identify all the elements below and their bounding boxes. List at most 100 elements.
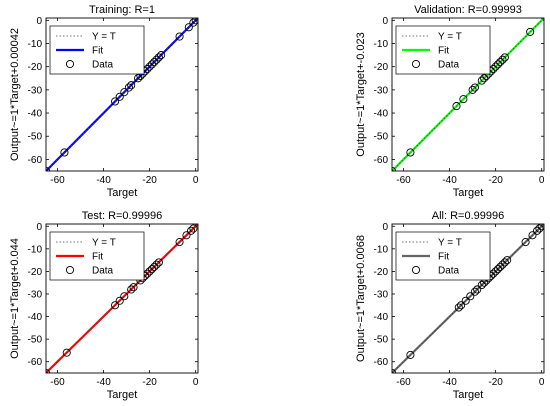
regression-panel-2: Validation: R=0.99993 -60 -40 -20 0 -60 -50 -40… [355, 4, 545, 199]
y-tick-label: -50 [374, 132, 389, 143]
data-point [145, 267, 154, 276]
data-point [466, 292, 475, 301]
data-point [461, 296, 470, 305]
data-point [498, 55, 507, 64]
data-point [62, 348, 71, 357]
legend-entry-identity: Y = T [438, 238, 462, 249]
plot-content [392, 224, 544, 373]
data-point [189, 224, 198, 233]
data-point [470, 287, 479, 296]
data-point [150, 57, 159, 67]
y-tick-label: -40 [28, 109, 43, 120]
x-tick-label: 0 [193, 175, 199, 186]
data-point [145, 62, 154, 71]
y-tick-label: -50 [374, 335, 389, 346]
data-point [152, 55, 161, 64]
data-point [406, 350, 415, 359]
legend-entry-fit: Fit [92, 46, 103, 57]
data-point [134, 74, 143, 83]
data-point [147, 265, 156, 274]
data-point [535, 224, 544, 233]
plot-content [392, 18, 544, 171]
y-tick-label: -10 [28, 39, 43, 50]
y-axis-label: Output~=1*Target+0.044 [9, 238, 21, 359]
data-point [493, 60, 502, 69]
regression-panel-3: Test: R=0.99996 -60 -40 -20 0 -60 -50 -40 -30 -20… [9, 210, 199, 401]
legend-entry-fit: Fit [92, 252, 103, 263]
data-point [452, 102, 461, 111]
x-tick-label: -60 [396, 377, 411, 388]
data-point [175, 32, 184, 41]
data-point [154, 53, 163, 62]
data-point [189, 18, 198, 27]
data-point [124, 83, 133, 92]
chart-title: All: R=0.99996 [432, 210, 504, 222]
data-point [175, 238, 184, 247]
data-point [184, 23, 193, 32]
data-point [406, 148, 415, 157]
data-point [493, 265, 502, 274]
y-axis-label: Output~=1*Target+0.00042 [9, 28, 21, 161]
legend: Y = T Fit Data [49, 231, 145, 281]
data-point [191, 18, 198, 25]
identity-line [392, 224, 544, 373]
x-tick-label: 0 [539, 175, 545, 186]
x-tick-label: 0 [193, 377, 199, 388]
x-tick-label: -40 [442, 377, 457, 388]
data-point [496, 262, 505, 271]
data-point [129, 283, 138, 292]
y-tick-label: -10 [374, 39, 389, 50]
y-axis-label: Output~=1*Target+0.0068 [355, 235, 367, 362]
identity-line [46, 224, 198, 373]
x-tick-label: -60 [50, 377, 65, 388]
data-point [127, 81, 136, 90]
y-tick-label: -40 [374, 109, 389, 120]
y-axis-label: Output~=1*Target+-0.023 [355, 32, 367, 156]
data-point [152, 260, 161, 269]
legend-entry-data: Data [438, 60, 460, 71]
regression-panel-4: All: R=0.99996 -60 -40 -20 0 -60 -50 -40 -30 -20 -… [355, 210, 545, 401]
data-point [521, 238, 530, 247]
legend-data-swatch [65, 265, 75, 275]
data-point [115, 296, 124, 305]
data-point [468, 85, 477, 94]
data-point [154, 258, 163, 267]
legend-entry-identity: Y = T [438, 32, 462, 43]
data-point [60, 148, 69, 157]
data-point [111, 301, 120, 310]
y-tick-label: -20 [374, 267, 389, 278]
x-tick-label: -20 [488, 377, 503, 388]
x-axis-label: Target [453, 187, 484, 199]
data-point [147, 60, 156, 69]
x-tick-label: -40 [96, 175, 111, 186]
data-point [111, 97, 120, 106]
x-tick-label: -60 [396, 175, 411, 186]
y-tick-label: -40 [28, 312, 43, 323]
x-tick-label: -40 [442, 175, 457, 186]
y-tick-label: 0 [36, 16, 42, 27]
data-point [127, 285, 136, 294]
x-tick-label: -40 [96, 377, 111, 388]
data-point [498, 260, 507, 269]
legend: Y = T Fit Data [395, 25, 491, 75]
x-axis-label: Target [453, 389, 484, 401]
axes-frame [45, 223, 199, 374]
legend-data-swatch [411, 265, 421, 275]
x-tick-label: -20 [142, 377, 157, 388]
data-point [496, 57, 505, 67]
data-point [150, 262, 159, 271]
y-tick-label: -60 [374, 155, 389, 166]
legend: Y = T Fit Data [49, 25, 145, 75]
y-tick-label: -10 [28, 244, 43, 255]
chart-title: Validation: R=0.99993 [414, 4, 522, 16]
chart-title: Test: R=0.99996 [82, 210, 162, 222]
y-tick-label: -20 [28, 267, 43, 278]
legend-entry-identity: Y = T [92, 32, 116, 43]
identity-line [392, 18, 544, 171]
data-point [459, 95, 468, 104]
y-tick-label: 0 [382, 16, 388, 27]
axes-frame [391, 223, 545, 374]
y-tick-label: 0 [36, 222, 42, 233]
legend-entry-fit: Fit [438, 46, 449, 57]
x-axis-label: Target [107, 389, 138, 401]
